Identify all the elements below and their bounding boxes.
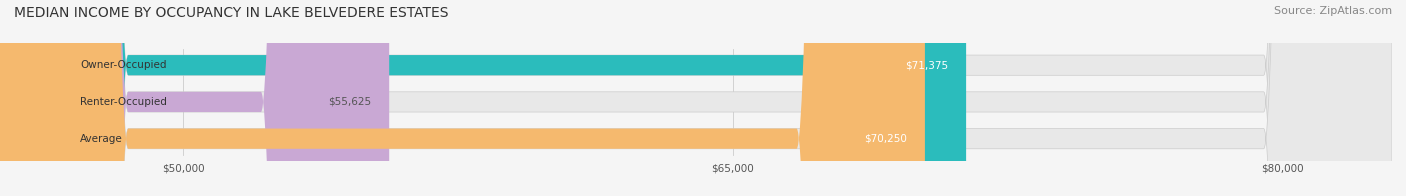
FancyBboxPatch shape: [0, 0, 389, 196]
Text: Owner-Occupied: Owner-Occupied: [80, 60, 167, 70]
Text: $70,250: $70,250: [863, 134, 907, 144]
FancyBboxPatch shape: [0, 0, 966, 196]
Text: $55,625: $55,625: [328, 97, 371, 107]
Text: $71,375: $71,375: [904, 60, 948, 70]
Text: Renter-Occupied: Renter-Occupied: [80, 97, 167, 107]
FancyBboxPatch shape: [0, 0, 925, 196]
Text: MEDIAN INCOME BY OCCUPANCY IN LAKE BELVEDERE ESTATES: MEDIAN INCOME BY OCCUPANCY IN LAKE BELVE…: [14, 6, 449, 20]
Text: Source: ZipAtlas.com: Source: ZipAtlas.com: [1274, 6, 1392, 16]
Text: Average: Average: [80, 134, 122, 144]
